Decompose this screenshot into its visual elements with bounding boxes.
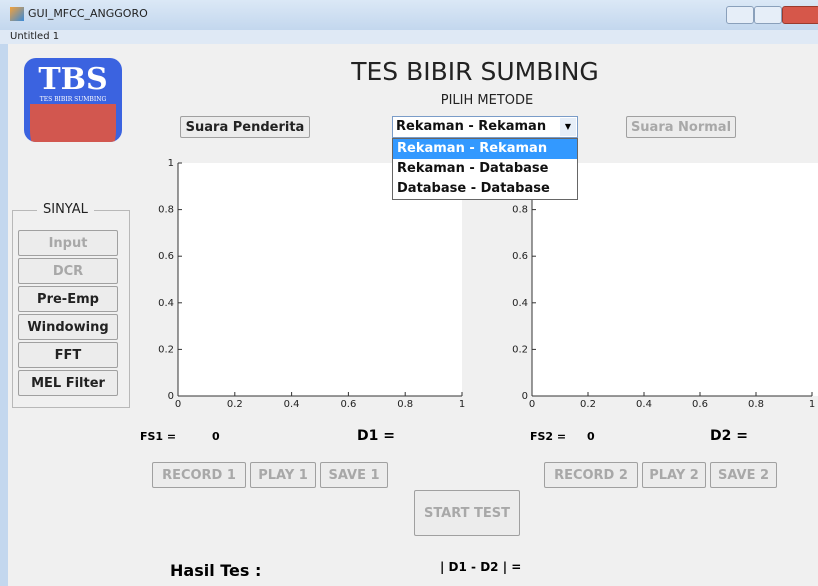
dropdown-option[interactable]: Database - Database: [397, 181, 550, 196]
y-tick-label: 0.6: [512, 251, 528, 262]
x-tick-label: 0: [175, 399, 181, 410]
fs-value: 0: [212, 430, 220, 443]
y-tick-label: 0: [168, 391, 174, 402]
dropdown-selected: Rekaman - Rekaman: [396, 119, 547, 134]
start-test-button[interactable]: START TEST: [414, 490, 520, 536]
window-title: GUI_MFCC_ANGGORO: [28, 7, 148, 20]
diff-label: | D1 - D2 | =: [440, 560, 522, 574]
fs-label: FS2 =: [530, 430, 567, 443]
d-label: D1 =: [357, 428, 395, 444]
sinyal-button[interactable]: Windowing: [18, 314, 118, 340]
result-label: Hasil Tes :: [170, 561, 262, 580]
y-tick-label: 0.8: [512, 205, 528, 216]
x-tick-label: 0.4: [284, 399, 300, 410]
main-title: TES BIBIR SUMBING: [351, 57, 599, 86]
panel-button[interactable]: SAVE 2: [710, 462, 777, 488]
fs-label: FS1 =: [140, 430, 177, 443]
x-tick-label: 1: [459, 399, 465, 410]
fs-value: 0: [587, 430, 595, 443]
panel-button[interactable]: SAVE 1: [320, 462, 388, 488]
logo-subtext: TES BIBIR SUMBING: [39, 96, 107, 103]
y-tick-label: 0.4: [512, 298, 528, 309]
panel-button[interactable]: PLAY 1: [250, 462, 316, 488]
minimize[interactable]: [726, 6, 754, 24]
y-tick-label: 0.2: [158, 344, 174, 355]
maximize[interactable]: [754, 6, 782, 24]
sinyal-button[interactable]: Input: [18, 230, 118, 256]
dropdown-arrow[interactable]: ▼: [560, 118, 576, 136]
x-tick-label: 0.8: [397, 399, 413, 410]
sinyal-button[interactable]: Pre-Emp: [18, 286, 118, 312]
logo-text: TBS: [38, 62, 108, 97]
sinyal-button[interactable]: MEL Filter: [18, 370, 118, 396]
frame-border: [0, 44, 8, 586]
y-tick-label: 0.2: [512, 344, 528, 355]
close[interactable]: [782, 6, 818, 24]
x-tick-label: 0: [529, 399, 535, 410]
title-bar: GUI_MFCC_ANGGORO: [0, 0, 818, 30]
x-tick-label: 0.2: [227, 399, 243, 410]
panel-button[interactable]: RECORD 2: [544, 462, 638, 488]
suara-penderita-button[interactable]: Suara Penderita: [180, 116, 310, 138]
panel-button[interactable]: PLAY 2: [642, 462, 706, 488]
x-tick-label: 0.6: [340, 399, 356, 410]
x-tick-label: 0.8: [748, 399, 764, 410]
d-label: D2 =: [710, 428, 748, 444]
x-tick-label: 1: [809, 399, 815, 410]
method-label: PILIH METODE: [440, 93, 534, 108]
y-tick-label: 0.8: [158, 205, 174, 216]
menu-item[interactable]: Untitled 1: [10, 31, 60, 42]
sinyal-panel: SINYAL: [12, 202, 130, 408]
sinyal-title: SINYAL: [37, 202, 94, 217]
dropdown-option[interactable]: Rekaman - Rekaman: [393, 139, 577, 159]
app-icon: [10, 7, 24, 21]
sinyal-button[interactable]: FFT: [18, 342, 118, 368]
logo-shape: [30, 104, 116, 142]
suara-normal-button[interactable]: Suara Normal: [626, 116, 736, 138]
sinyal-button[interactable]: DCR: [18, 258, 118, 284]
panel-button[interactable]: RECORD 1: [152, 462, 246, 488]
x-tick-label: 0.6: [692, 399, 708, 410]
x-tick-label: 0.2: [580, 399, 596, 410]
dropdown-list: Rekaman - Rekaman Rekaman - Database Datab…: [392, 138, 578, 200]
plot-area: [532, 163, 818, 396]
dropdown-option[interactable]: Rekaman - Database: [397, 161, 549, 176]
menu-bar: Untitled 1: [0, 30, 818, 44]
plot-area: [178, 163, 462, 396]
y-tick-label: 0: [522, 391, 528, 402]
method-dropdown[interactable]: Rekaman - Rekaman ▼: [392, 116, 578, 138]
y-tick-label: 1: [168, 158, 174, 169]
x-tick-label: 0.4: [636, 399, 652, 410]
y-tick-label: 0.6: [158, 251, 174, 262]
logo: TBS TES BIBIR SUMBING: [24, 58, 122, 142]
y-tick-label: 0.4: [158, 298, 174, 309]
